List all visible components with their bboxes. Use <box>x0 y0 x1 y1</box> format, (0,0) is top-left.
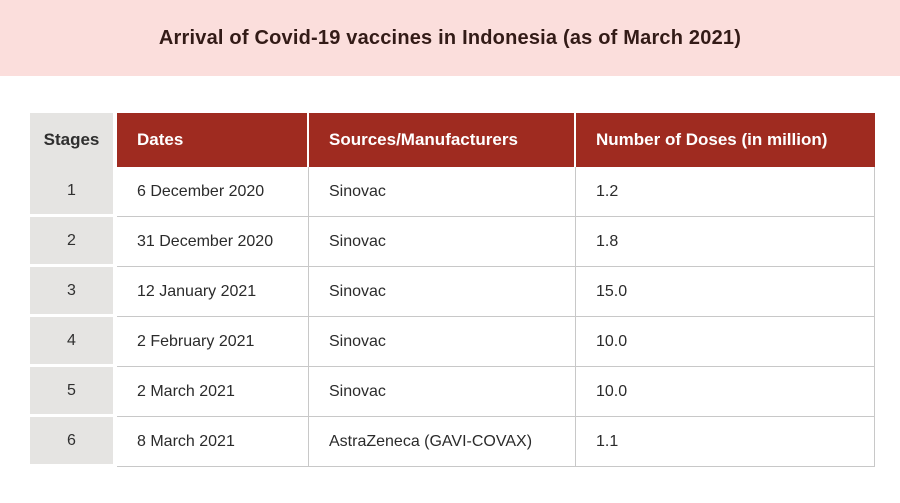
table-row: 2 31 December 2020 Sinovac 1.8 <box>30 217 875 267</box>
cell-doses: 1.1 <box>576 417 875 467</box>
column-header-sources: Sources/Manufacturers <box>309 113 576 167</box>
cell-stage: 6 <box>30 417 117 467</box>
cell-date: 12 January 2021 <box>117 267 309 317</box>
cell-source: Sinovac <box>309 367 576 417</box>
cell-date: 31 December 2020 <box>117 217 309 267</box>
table-row: 5 2 March 2021 Sinovac 10.0 <box>30 367 875 417</box>
cell-date: 6 December 2020 <box>117 167 309 217</box>
table-row: 3 12 January 2021 Sinovac 15.0 <box>30 267 875 317</box>
table-row: 1 6 December 2020 Sinovac 1.2 <box>30 167 875 217</box>
cell-source: Sinovac <box>309 317 576 367</box>
cell-date: 2 March 2021 <box>117 367 309 417</box>
cell-source: Sinovac <box>309 217 576 267</box>
header-row: Stages Dates Sources/Manufacturers Numbe… <box>30 113 875 167</box>
cell-source: Sinovac <box>309 267 576 317</box>
cell-stage: 5 <box>30 367 117 417</box>
cell-stage: 3 <box>30 267 117 317</box>
table-row: 4 2 February 2021 Sinovac 10.0 <box>30 317 875 367</box>
column-header-doses: Number of Doses (in million) <box>576 113 875 167</box>
vaccine-arrival-table: Stages Dates Sources/Manufacturers Numbe… <box>30 113 875 467</box>
column-header-stages: Stages <box>30 113 117 167</box>
cell-doses: 15.0 <box>576 267 875 317</box>
cell-stage: 1 <box>30 167 117 217</box>
cell-doses: 10.0 <box>576 367 875 417</box>
cell-source: Sinovac <box>309 167 576 217</box>
cell-date: 8 March 2021 <box>117 417 309 467</box>
cell-source: AstraZeneca (GAVI-COVAX) <box>309 417 576 467</box>
cell-doses: 1.8 <box>576 217 875 267</box>
cell-stage: 4 <box>30 317 117 367</box>
table-row: 6 8 March 2021 AstraZeneca (GAVI-COVAX) … <box>30 417 875 467</box>
page-title: Arrival of Covid-19 vaccines in Indonesi… <box>158 26 742 49</box>
cell-doses: 10.0 <box>576 317 875 367</box>
cell-date: 2 February 2021 <box>117 317 309 367</box>
title-banner: Arrival of Covid-19 vaccines in Indonesi… <box>0 0 900 76</box>
column-header-dates: Dates <box>117 113 309 167</box>
cell-doses: 1.2 <box>576 167 875 217</box>
cell-stage: 2 <box>30 217 117 267</box>
